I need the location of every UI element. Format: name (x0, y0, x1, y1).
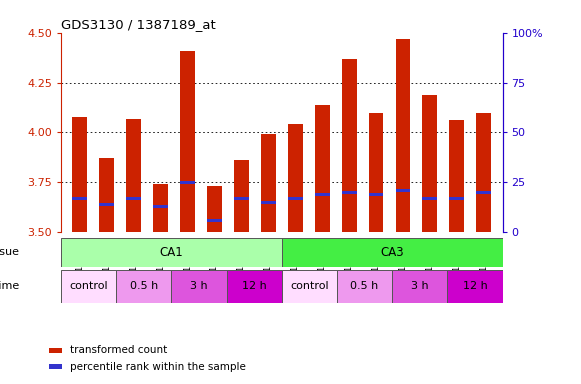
Bar (449, 121, 464, 232)
Bar (368, 193, 383, 196)
Bar (337, 270, 392, 303)
Text: CA1: CA1 (160, 246, 183, 259)
Bar (180, 180, 195, 184)
Bar (153, 184, 168, 232)
Bar (261, 200, 276, 204)
Text: 0.5 h: 0.5 h (130, 281, 158, 291)
Bar (342, 59, 357, 232)
Bar (392, 270, 447, 303)
Bar (315, 104, 329, 232)
Bar (153, 205, 168, 208)
Text: time: time (0, 281, 20, 291)
Bar (171, 270, 227, 303)
Text: 3 h: 3 h (190, 281, 208, 291)
Bar (342, 190, 357, 194)
Text: tissue: tissue (0, 247, 20, 258)
Bar (126, 119, 141, 232)
Bar (288, 197, 303, 200)
Bar (396, 189, 410, 192)
Bar (49, 348, 62, 353)
Bar (288, 124, 303, 232)
Bar (422, 94, 437, 232)
Bar (282, 238, 503, 267)
Bar (126, 197, 141, 200)
Bar (476, 190, 491, 194)
Text: control: control (69, 281, 108, 291)
Bar (207, 186, 222, 232)
Bar (73, 197, 87, 200)
Bar (447, 270, 503, 303)
Bar (422, 197, 437, 200)
Text: CA3: CA3 (381, 246, 404, 259)
Bar (207, 218, 222, 222)
Bar (99, 203, 114, 206)
Bar (180, 51, 195, 232)
Bar (227, 270, 282, 303)
Text: 0.5 h: 0.5 h (350, 281, 379, 291)
Bar (368, 113, 383, 232)
Text: 12 h: 12 h (242, 281, 267, 291)
Text: transformed count: transformed count (70, 345, 167, 356)
Bar (99, 159, 114, 232)
Bar (449, 197, 464, 200)
Bar (116, 270, 171, 303)
Bar (49, 364, 62, 369)
Text: percentile rank within the sample: percentile rank within the sample (70, 362, 246, 372)
Bar (61, 270, 116, 303)
Bar (261, 134, 276, 232)
Text: 12 h: 12 h (462, 281, 487, 291)
Bar (315, 193, 329, 196)
Text: control: control (290, 281, 329, 291)
Bar (234, 197, 249, 200)
Bar (282, 270, 337, 303)
Bar (396, 39, 410, 232)
Text: GDS3130 / 1387189_at: GDS3130 / 1387189_at (61, 18, 216, 31)
Bar (73, 116, 87, 232)
Text: 3 h: 3 h (411, 281, 429, 291)
Bar (234, 161, 249, 232)
Bar (61, 238, 282, 267)
Bar (476, 113, 491, 232)
